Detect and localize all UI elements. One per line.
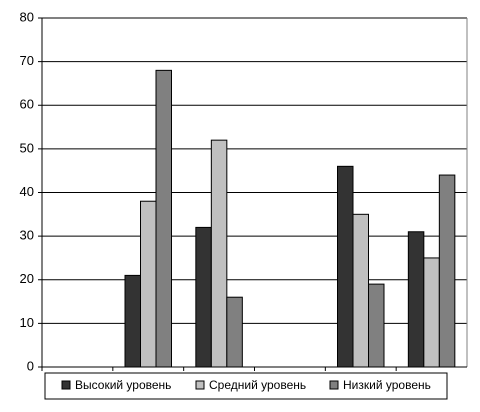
y-tick-label: 40 <box>20 184 34 199</box>
legend-swatch <box>61 380 71 390</box>
y-tick-label: 70 <box>20 53 34 68</box>
bar <box>226 296 243 368</box>
bar <box>423 257 440 368</box>
bar <box>368 283 385 368</box>
y-tick-label: 0 <box>27 358 34 373</box>
y-tick-label: 50 <box>20 140 34 155</box>
bar <box>140 200 157 368</box>
legend: Высокий уровень Средний уровень Низкий уро… <box>44 372 448 400</box>
bar <box>155 69 172 368</box>
bar <box>438 174 456 368</box>
legend-label: Высокий уровень <box>75 378 171 392</box>
bar <box>337 165 354 368</box>
bar <box>407 231 425 368</box>
legend-swatch <box>329 380 339 390</box>
bar <box>352 213 369 368</box>
legend-label: Средний уровень <box>209 378 306 392</box>
y-tick-label: 30 <box>20 228 34 243</box>
legend-box <box>44 372 448 400</box>
bar <box>124 274 141 368</box>
y-tick-label: 20 <box>20 271 34 286</box>
bar <box>195 226 212 368</box>
y-tick-label: 60 <box>20 97 34 112</box>
y-tick-label: 80 <box>20 9 34 24</box>
bar <box>210 139 228 368</box>
legend-label: Низкий уровень <box>343 378 431 392</box>
legend-swatch <box>195 380 205 390</box>
y-tick-label: 10 <box>20 315 34 330</box>
